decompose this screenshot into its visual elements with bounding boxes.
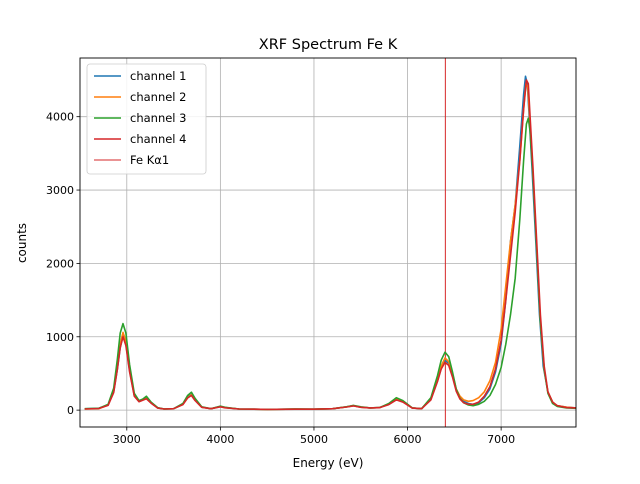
x-tick-label: 6000 bbox=[394, 433, 422, 446]
x-tick-label: 7000 bbox=[487, 433, 515, 446]
axis-ticks: 3000 4000 5000 6000 7000 0 1000 2000 3000 4000 bbox=[46, 111, 515, 446]
y-tick-label: 4000 bbox=[46, 111, 74, 124]
x-tick-label: 4000 bbox=[206, 433, 234, 446]
series-line-channel-4 bbox=[84, 79, 577, 411]
legend-label: channel 3 bbox=[130, 111, 186, 125]
legend-label: channel 2 bbox=[130, 90, 186, 104]
y-tick-label: 3000 bbox=[46, 184, 74, 197]
x-axis-label: Energy (eV) bbox=[293, 456, 364, 470]
y-tick-label: 2000 bbox=[46, 257, 74, 270]
plot-frame bbox=[79, 57, 577, 428]
legend: channel 1 channel 2 channel 3 channel 4 Fe K… bbox=[86, 63, 207, 175]
series-lines bbox=[84, 75, 577, 411]
legend-label: channel 1 bbox=[130, 69, 186, 83]
x-tick-label: 3000 bbox=[113, 433, 141, 446]
legend-box bbox=[86, 63, 207, 175]
legend-label: Fe Kα1 bbox=[130, 153, 169, 167]
y-axis-label: counts bbox=[15, 223, 29, 263]
x-tick-label: 5000 bbox=[300, 433, 328, 446]
series-line-channel-3 bbox=[84, 117, 577, 411]
grid bbox=[80, 58, 576, 427]
chart-title: XRF Spectrum Fe K bbox=[259, 37, 398, 53]
y-tick-label: 0 bbox=[67, 404, 74, 417]
legend-label: channel 4 bbox=[130, 132, 186, 146]
y-tick-label: 1000 bbox=[46, 331, 74, 344]
